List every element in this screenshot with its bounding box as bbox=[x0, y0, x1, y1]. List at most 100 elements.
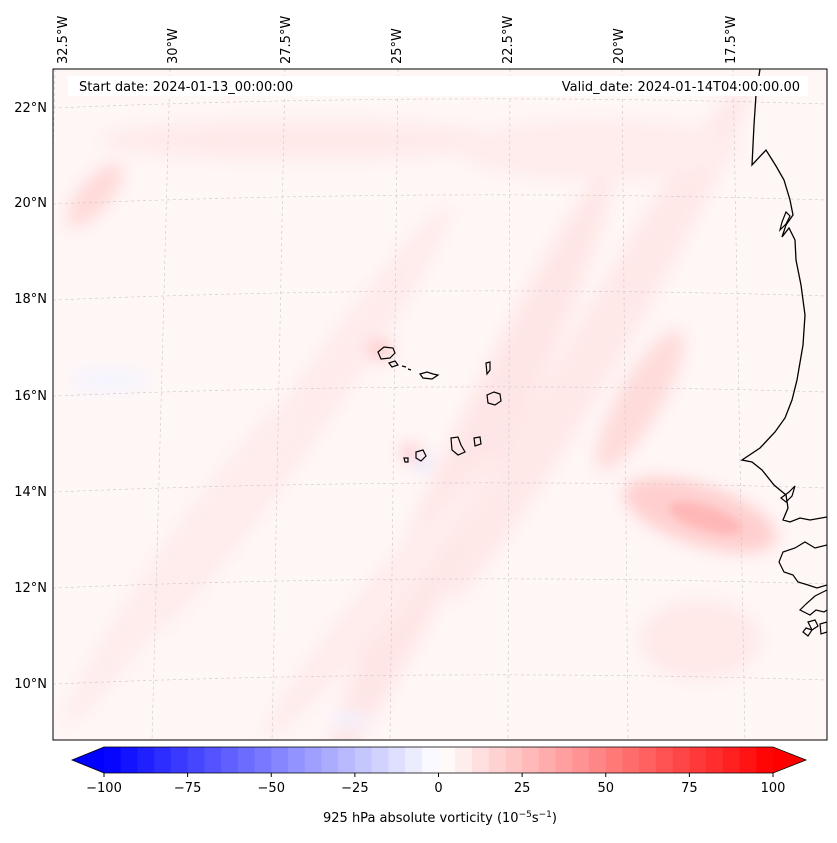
lon-label-20w: 20°W bbox=[612, 28, 627, 64]
colorbar-block bbox=[622, 747, 640, 773]
parallel bbox=[53, 674, 827, 685]
vorticity-core bbox=[668, 501, 742, 535]
annotation-box bbox=[68, 76, 808, 96]
african-coastline bbox=[740, 69, 827, 523]
colorbar-block bbox=[421, 747, 440, 773]
colorbar-tick-label: −50 bbox=[258, 781, 285, 796]
lon-label-22-5w: 22.5°W bbox=[501, 16, 516, 64]
colorbar-block bbox=[154, 747, 172, 773]
colorbar-block bbox=[706, 747, 724, 773]
colorbar-block bbox=[388, 747, 406, 773]
lat-label-22n: 22°N bbox=[14, 101, 47, 116]
colorbar-block bbox=[237, 747, 256, 773]
lat-label-14n: 14°N bbox=[14, 485, 47, 500]
colorbar-block bbox=[672, 747, 690, 773]
colorbar-block bbox=[538, 747, 557, 773]
meridian bbox=[732, 69, 746, 740]
vorticity-streak bbox=[460, 120, 740, 180]
vorticity-streak bbox=[63, 395, 297, 725]
colorbar-block bbox=[505, 747, 523, 773]
vorticity-streak bbox=[448, 79, 752, 601]
colorbar-tick-label: 25 bbox=[514, 781, 531, 796]
vorticity-streak bbox=[100, 120, 500, 160]
colorbar-block bbox=[471, 747, 490, 773]
colorbar: −100 −75 −50 −25 0 25 50 75 100 925 hPa absolute… bbox=[70, 746, 808, 826]
colorbar-tick-label: 75 bbox=[681, 781, 698, 796]
colorbar-block bbox=[589, 747, 607, 773]
meridian bbox=[151, 69, 171, 740]
lon-label-27-5w: 27.5°W bbox=[279, 16, 294, 64]
colorbar-block bbox=[722, 747, 741, 773]
colorbar-block bbox=[204, 747, 222, 773]
graticule bbox=[53, 69, 827, 740]
colorbar-block bbox=[605, 747, 623, 773]
coastline-guinea-bissau bbox=[778, 541, 827, 589]
colorbar-tick-label: 100 bbox=[761, 781, 786, 796]
island-sao-vicente bbox=[388, 360, 399, 368]
lon-label-25w: 25°W bbox=[390, 28, 405, 64]
vorticity-negative-patch bbox=[330, 712, 370, 728]
coastline-dakhla bbox=[778, 210, 791, 232]
colorbar-block bbox=[655, 747, 674, 773]
colorbar-block bbox=[170, 747, 189, 773]
island-fogo bbox=[415, 449, 427, 462]
colorbar-label: 925 hPa absolute vorticity (10−5s−1) bbox=[323, 810, 557, 826]
vorticity-streak bbox=[327, 170, 613, 740]
colorbar-block bbox=[254, 747, 272, 773]
parallel bbox=[53, 98, 827, 109]
island-islet bbox=[407, 368, 412, 371]
island-santiago bbox=[450, 436, 466, 456]
meridian bbox=[621, 69, 629, 740]
parallel bbox=[53, 386, 827, 397]
vorticity-streak bbox=[595, 329, 685, 471]
colorbar-block bbox=[455, 747, 473, 773]
lat-label-10n: 10°N bbox=[14, 677, 47, 692]
colorbar-tick-label: −75 bbox=[174, 781, 201, 796]
lat-label-12n: 12°N bbox=[14, 581, 47, 596]
island-sao-nicolau bbox=[418, 371, 440, 380]
vorticity-field bbox=[63, 79, 777, 740]
lat-label-16n: 16°N bbox=[14, 389, 47, 404]
vorticity-negative-patch bbox=[70, 370, 150, 390]
meridian bbox=[271, 69, 286, 740]
colorbar-block bbox=[304, 747, 322, 773]
colorbar-block bbox=[321, 747, 339, 773]
colorbar-block bbox=[338, 747, 356, 773]
vorticity-streak bbox=[640, 600, 760, 680]
colorbar-block bbox=[354, 747, 373, 773]
coastline-gambia bbox=[780, 485, 796, 503]
lat-label-20n: 20°N bbox=[14, 196, 47, 211]
island-brava bbox=[403, 457, 409, 463]
vorticity-streak bbox=[263, 461, 497, 739]
colorbar-tick-label: −25 bbox=[341, 781, 368, 796]
meridian bbox=[507, 69, 511, 740]
colorbar-block bbox=[639, 747, 657, 773]
coastline-islands-south bbox=[802, 619, 827, 637]
map-panel: Start date: 2024-01-13_00:00:00 Valid_da… bbox=[53, 69, 827, 740]
lon-label-30w: 30°W bbox=[166, 28, 181, 64]
colorbar-block bbox=[438, 747, 456, 773]
parallel bbox=[53, 578, 827, 589]
colorbar-extend-high bbox=[773, 747, 806, 773]
island-boa-vista bbox=[486, 391, 502, 406]
colorbar-ticks: −100 −75 −50 −25 0 25 50 75 100 bbox=[86, 773, 785, 796]
lat-label-18n: 18°N bbox=[14, 292, 47, 307]
cape-verde-islands bbox=[377, 346, 502, 463]
parallel bbox=[53, 290, 827, 301]
colorbar-block bbox=[689, 747, 707, 773]
colorbar-tick-label: −100 bbox=[86, 781, 122, 796]
lon-label-17-5w: 17.5°W bbox=[724, 16, 739, 64]
colorbar-block bbox=[756, 747, 774, 773]
island-sal bbox=[485, 361, 491, 376]
colorbar-block bbox=[488, 747, 506, 773]
valid-date-label: Valid_date: 2024-01-14T04:00:00.00 bbox=[562, 80, 800, 95]
island-santo-antao bbox=[377, 346, 396, 360]
island-maio bbox=[473, 436, 482, 447]
colorbar-block bbox=[371, 747, 389, 773]
colorbar-block bbox=[405, 747, 423, 773]
colorbar-block bbox=[572, 747, 590, 773]
colorbar-block bbox=[137, 747, 155, 773]
colorbar-extend-low bbox=[72, 747, 104, 773]
lon-label-32-5w: 32.5°W bbox=[56, 16, 71, 64]
map-frame bbox=[52, 68, 828, 741]
